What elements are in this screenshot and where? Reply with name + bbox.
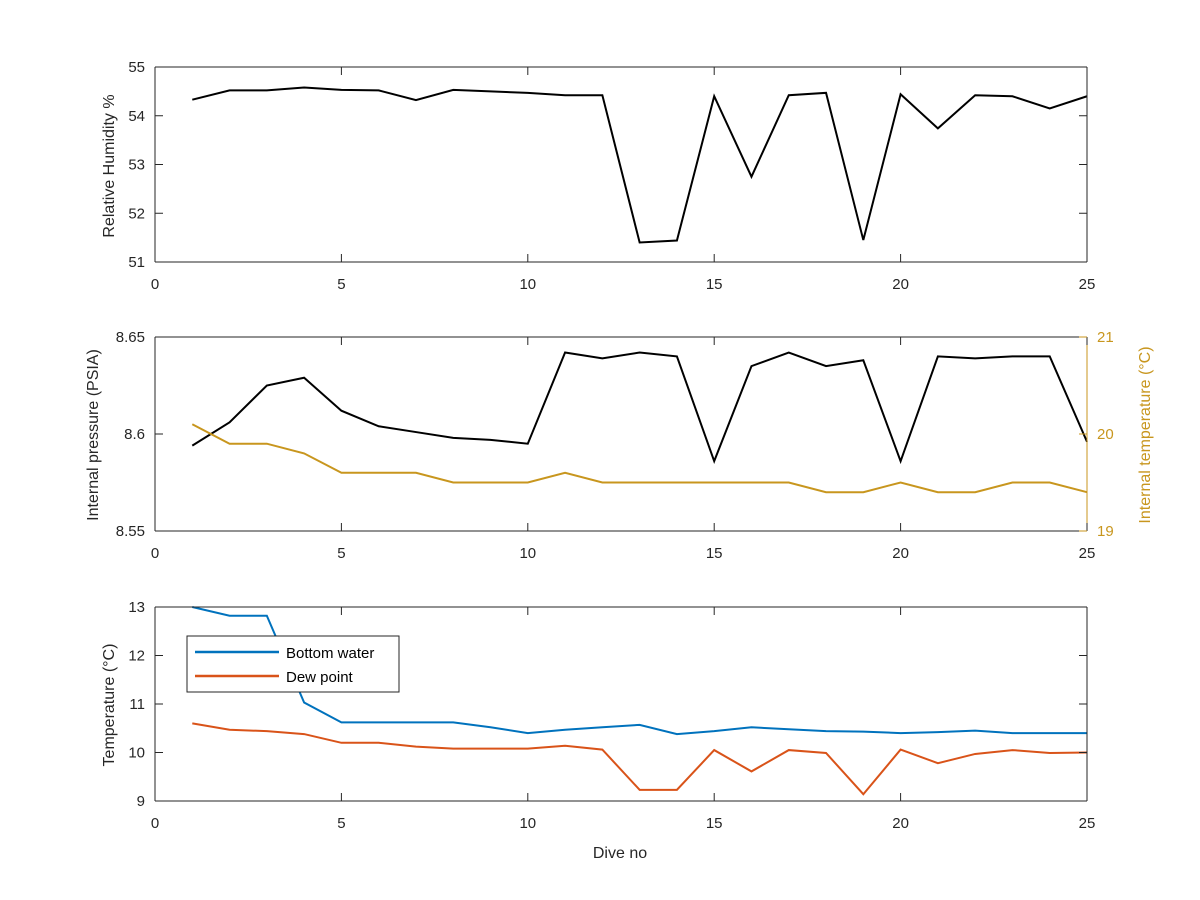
xlabel-dive-no: Dive no	[593, 845, 647, 862]
y-tick-label: 8.55	[116, 523, 145, 540]
x-tick-label: 10	[519, 815, 536, 832]
y-tick-label: 54	[128, 108, 145, 125]
legend-box	[186, 635, 400, 693]
ylabel-internal-temperature: Internal temperature (°C)	[1137, 346, 1154, 523]
x-tick-label: 5	[337, 545, 345, 562]
y-tick-label: 55	[128, 59, 145, 76]
y-tick-label: 51	[128, 254, 145, 271]
y-tick-label: 53	[128, 157, 145, 174]
x-tick-label: 10	[519, 276, 536, 293]
legend-label-bottom-water: Bottom water	[286, 645, 374, 662]
y-tick-label: 8.65	[116, 329, 145, 346]
y-tick-label: 11	[129, 696, 145, 713]
x-tick-label: 20	[892, 276, 909, 293]
ylabel-pressure: Internal pressure (PSIA)	[85, 349, 102, 521]
x-tick-label: 0	[151, 545, 159, 562]
y2-tick-label: 20	[1097, 426, 1114, 443]
y-tick-label: 12	[128, 648, 145, 665]
x-tick-label: 25	[1079, 545, 1096, 562]
y2-tick-label: 21	[1097, 329, 1114, 346]
y-tick-label: 9	[137, 793, 145, 810]
chart-temperature: Temperature (°C) Dive no 0 5 10 15 20 25 9 10 11…	[101, 599, 1095, 862]
x-tick-label: 25	[1079, 276, 1096, 293]
ylabel-temperature: Temperature (°C)	[101, 644, 118, 767]
ylabel-humidity: Relative Humidity %	[101, 94, 118, 237]
x-tick-label: 20	[892, 545, 909, 562]
series-line-2-1	[191, 351, 1088, 465]
x-tick-label: 0	[151, 815, 159, 832]
y2-tick-label: 19	[1097, 523, 1114, 540]
x-tick-label: 10	[519, 545, 536, 562]
y-tick-label: 52	[128, 205, 145, 222]
y-tick-label: 10	[128, 745, 145, 762]
x-tick-label: 20	[892, 815, 909, 832]
x-tick-label: 5	[337, 276, 345, 293]
x-tick-label: 15	[706, 276, 723, 293]
series-line-3-2	[192, 722, 1088, 796]
y-tick-label: 8.6	[124, 426, 145, 443]
y-tick-label: 13	[128, 599, 145, 616]
series-line-2-2	[191, 423, 1088, 494]
series-line-1-1	[192, 86, 1088, 244]
x-tick-label: 5	[337, 815, 345, 832]
x-tick-label: 25	[1079, 815, 1096, 832]
chart-humidity: Relative Humidity % 0 5 10 15 20 25 51 52 53 54 55	[101, 59, 1095, 293]
legend: Bottom water Dew point	[186, 635, 400, 693]
series-line-3-1	[192, 606, 1087, 736]
legend-label-dew-point: Dew point	[286, 669, 354, 686]
chart-pressure: Internal pressure (PSIA) Internal temper…	[85, 329, 1154, 562]
x-tick-label: 0	[151, 276, 159, 293]
x-tick-label: 15	[706, 545, 723, 562]
x-tick-label: 15	[706, 815, 723, 832]
